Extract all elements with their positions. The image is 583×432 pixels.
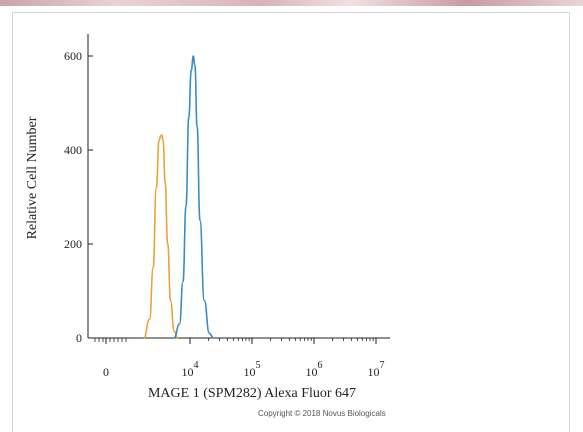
chart-panel (12, 12, 570, 432)
axis-labels: Relative Cell Number MAGE 1 (SPM282) Ale… (25, 116, 356, 401)
x-axis-label: MAGE 1 (SPM282) Alexa Fluor 647 (148, 386, 356, 401)
axes: 0 200 400 600 0 104 105 106 107 (64, 34, 390, 379)
x-tick-label: 105 (244, 360, 261, 379)
blue-series-line (173, 55, 214, 339)
y-tick-label: 0 (76, 331, 82, 345)
x-tick-label: 106 (306, 360, 323, 379)
x-tick-label: 104 (182, 360, 199, 379)
histogram-curves (143, 55, 214, 339)
y-tick-label: 600 (64, 49, 82, 63)
top-image-strip (0, 0, 583, 6)
y-axis-label: Relative Cell Number (25, 116, 40, 239)
x-tick-label: 107 (368, 360, 385, 379)
copyright-text: Copyright © 2018 Novus Biologicals (258, 409, 386, 418)
histogram-chart: 0 200 400 600 0 104 105 106 107 Relative Cell Nu… (25, 34, 390, 401)
orange-series-line (143, 134, 178, 339)
y-tick-label: 400 (64, 143, 82, 157)
x-tick-label: 0 (103, 365, 109, 379)
y-tick-label: 200 (64, 237, 82, 251)
